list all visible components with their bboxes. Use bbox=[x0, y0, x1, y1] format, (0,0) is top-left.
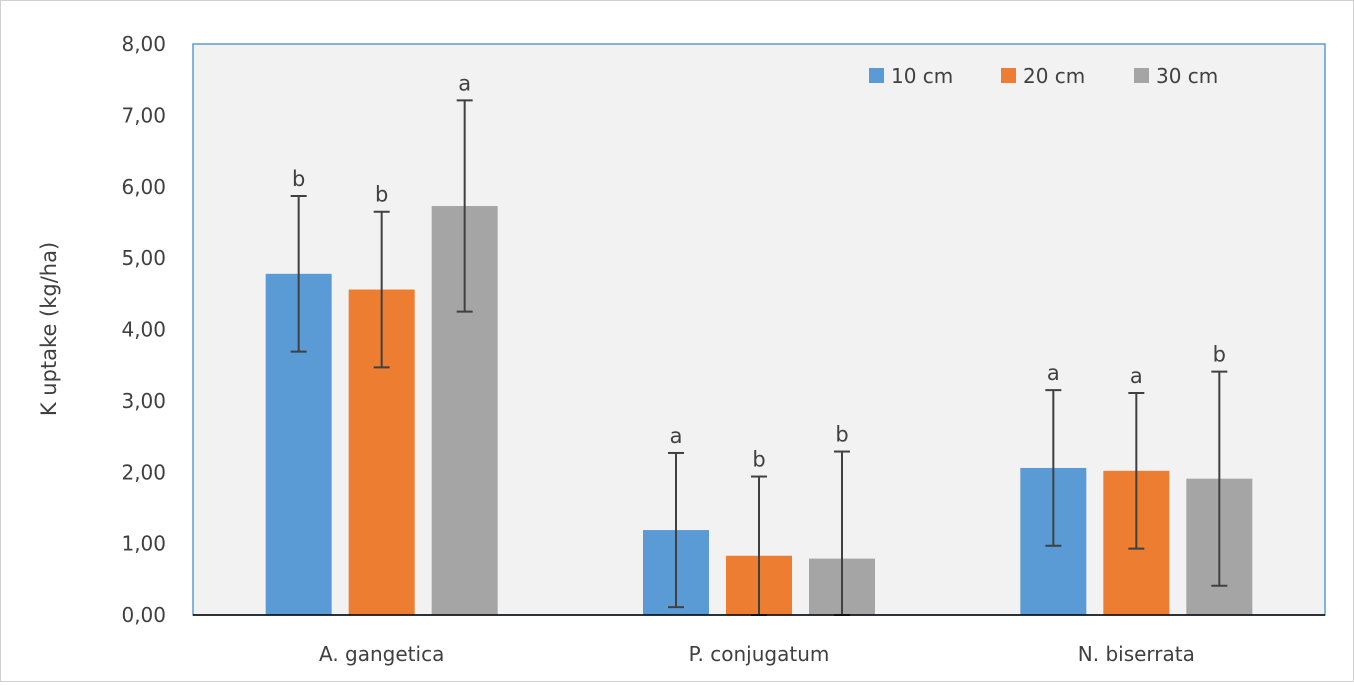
legend-label: 10 cm bbox=[891, 64, 953, 88]
y-tick-label: 0,00 bbox=[121, 603, 166, 627]
significance-letter: a bbox=[1130, 364, 1143, 388]
y-tick-label: 8,00 bbox=[121, 32, 166, 56]
y-tick-label: 7,00 bbox=[121, 103, 166, 127]
y-tick-label: 4,00 bbox=[121, 318, 166, 342]
significance-letter: b bbox=[752, 448, 765, 472]
x-tick-label: A. gangetica bbox=[319, 642, 444, 666]
significance-letter: a bbox=[670, 424, 683, 448]
significance-letter: b bbox=[375, 183, 388, 207]
significance-letter: b bbox=[1213, 343, 1226, 367]
significance-letter: a bbox=[458, 71, 471, 95]
legend-swatch bbox=[1134, 68, 1149, 83]
legend-swatch bbox=[869, 68, 884, 83]
x-tick-label: N. biserrata bbox=[1078, 642, 1195, 666]
x-tick-label: P. conjugatum bbox=[689, 642, 830, 666]
y-tick-label: 2,00 bbox=[121, 460, 166, 484]
legend-label: 30 cm bbox=[1156, 64, 1218, 88]
significance-letter: b bbox=[835, 423, 848, 447]
y-tick-label: 1,00 bbox=[121, 532, 166, 556]
significance-letter: b bbox=[292, 167, 305, 191]
y-axis-label: K uptake (kg/ha) bbox=[37, 242, 61, 416]
legend: 10 cm 20 cm 30 cm bbox=[869, 64, 1218, 88]
legend-swatch bbox=[1001, 68, 1016, 83]
y-tick-label: 3,00 bbox=[121, 389, 166, 413]
y-tick-label: 5,00 bbox=[121, 246, 166, 270]
significance-letter: a bbox=[1047, 361, 1060, 385]
legend-label: 20 cm bbox=[1023, 64, 1085, 88]
y-tick-label: 6,00 bbox=[121, 175, 166, 199]
